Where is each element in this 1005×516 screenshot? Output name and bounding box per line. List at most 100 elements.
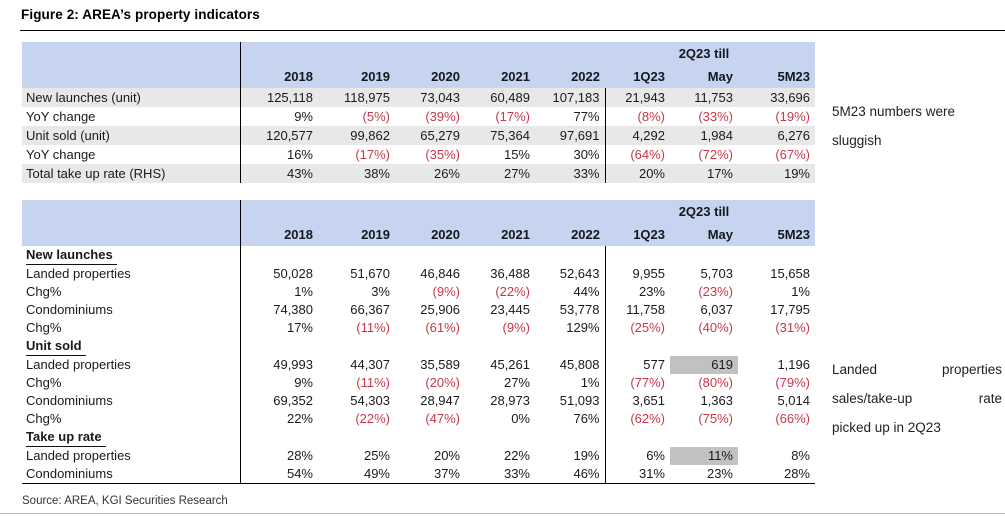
value-cell: 17,795	[770, 302, 810, 317]
section-row: New launches	[22, 246, 815, 265]
value-cell	[738, 246, 815, 265]
page-bottom-divider	[0, 513, 1005, 514]
table-row: Condominiums 74,380 66,367 25,906 23,445 53,7…	[22, 301, 815, 319]
row-label: New launches (unit)	[22, 88, 241, 107]
value-cell: (5%)	[362, 109, 390, 124]
header-label-spacer	[22, 223, 241, 246]
value-cell: 31%	[638, 466, 665, 481]
table-row: New launches (unit) 125,118 118,975 73,043 6…	[22, 88, 815, 107]
value-cell: 6%	[646, 448, 665, 463]
note-word: rate	[978, 391, 1002, 406]
value-cell: 30%	[535, 145, 606, 164]
row-label: New launches	[22, 246, 241, 265]
value-cell: (62%)	[630, 411, 665, 426]
row-label: YoY change	[22, 107, 241, 126]
value-cell	[670, 428, 738, 447]
value-cell: (9%)	[432, 284, 460, 299]
value-cell: 49%	[363, 466, 390, 481]
header-spacer	[535, 200, 605, 223]
value-cell: (72%)	[698, 147, 733, 162]
value-cell: 52,643	[535, 265, 606, 283]
value-cell: (67%)	[775, 147, 810, 162]
table-header: 2Q23 till 2018 2019 2020 2021 2022 1Q23 May 5M23	[22, 42, 815, 88]
value-cell: 16%	[286, 147, 313, 162]
column-header-2018: 2018	[240, 223, 318, 246]
row-label: Total take up rate (RHS)	[22, 164, 241, 183]
value-cell: 28%	[783, 466, 810, 481]
note-word: sales/take-up	[832, 391, 913, 406]
value-cell	[465, 337, 535, 356]
value-cell: 27%	[465, 164, 535, 183]
value-cell: 43%	[240, 164, 318, 183]
table-row: YoY change 16% (17%) (35%) 15% 30% (64%) (72%) (…	[22, 145, 815, 164]
value-cell: 51,093	[535, 392, 606, 410]
value-cell: 33%	[535, 164, 606, 183]
section-row: Unit sold	[22, 337, 815, 356]
value-cell: 1,984	[670, 126, 738, 145]
value-cell: 4,292	[605, 126, 670, 145]
value-cell: 45,261	[490, 357, 530, 372]
column-header-5m23: 5M23	[738, 223, 815, 246]
row-label: YoY change	[22, 145, 241, 164]
column-header-2018: 2018	[240, 65, 318, 88]
value-cell: 0%	[511, 411, 530, 426]
row-label: Condominiums	[22, 301, 241, 319]
value-cell	[240, 246, 318, 265]
value-cell: 9%	[294, 375, 313, 390]
figure-title: Figure 2: AREA’s property indicators	[21, 7, 260, 22]
value-cell	[535, 337, 606, 356]
value-cell: 54,303	[350, 393, 390, 408]
value-cell	[318, 337, 395, 356]
value-cell: 22%	[503, 448, 530, 463]
value-cell: 45,808	[535, 356, 606, 374]
header-label-spacer	[22, 42, 241, 65]
value-cell: 99,862	[318, 126, 395, 145]
header-spacer	[395, 200, 465, 223]
value-cell: 23%	[638, 284, 665, 299]
value-cell: 118,975	[318, 88, 395, 107]
value-cell	[605, 337, 670, 356]
value-cell: 28%	[286, 448, 313, 463]
value-cell: (22%)	[355, 411, 390, 426]
value-cell: (17%)	[495, 109, 530, 124]
header-spacer	[240, 42, 318, 65]
value-cell: 46%	[535, 465, 606, 484]
value-cell: (79%)	[775, 375, 810, 390]
row-label: Chg%	[22, 319, 241, 337]
value-cell: (8%)	[637, 109, 665, 124]
value-cell	[240, 428, 318, 447]
table-header: 2Q23 till 2018 2019 2020 2021 2022 1Q23 May 5M23	[22, 200, 815, 246]
column-header-2020: 2020	[395, 223, 465, 246]
value-cell: 5,703	[700, 266, 733, 281]
row-label: Chg%	[22, 283, 241, 301]
value-cell: 27%	[503, 375, 530, 390]
value-cell	[670, 337, 738, 356]
header-spacer	[318, 42, 395, 65]
value-cell: 21,943	[605, 88, 670, 107]
value-cell: 28,947	[420, 393, 460, 408]
table-row: Total take up rate (RHS) 43% 38% 26% 27% 33% 2…	[22, 164, 815, 183]
value-cell	[395, 428, 465, 447]
table-row: Unit sold (unit) 120,577 99,862 65,279 75,36…	[22, 126, 815, 145]
title-divider	[20, 30, 1005, 31]
column-header-2019: 2019	[318, 223, 395, 246]
value-cell: (20%)	[425, 375, 460, 390]
value-cell: (61%)	[425, 320, 460, 335]
value-cell: 107,183	[535, 88, 606, 107]
value-cell: 9,955	[632, 266, 665, 281]
value-cell	[395, 246, 465, 265]
note-word: Landed	[832, 362, 878, 377]
value-cell: 1,363	[700, 393, 733, 408]
table-row: Landed properties 50,028 51,670 46,846 36,48…	[22, 265, 815, 283]
column-header-1q23: 1Q23	[605, 65, 670, 88]
value-cell: 619	[670, 356, 738, 374]
value-cell: 19%	[738, 164, 815, 183]
row-label: Landed properties	[22, 356, 241, 374]
header-spacer	[605, 200, 670, 223]
value-cell	[465, 246, 535, 265]
property-indicators-detail-table: 2Q23 till 2018 2019 2020 2021 2022 1Q23 May 5M23…	[22, 200, 815, 484]
value-cell: 9%	[294, 109, 313, 124]
value-cell: 8%	[791, 448, 810, 463]
value-cell: 53,778	[535, 301, 606, 319]
value-cell	[318, 246, 395, 265]
